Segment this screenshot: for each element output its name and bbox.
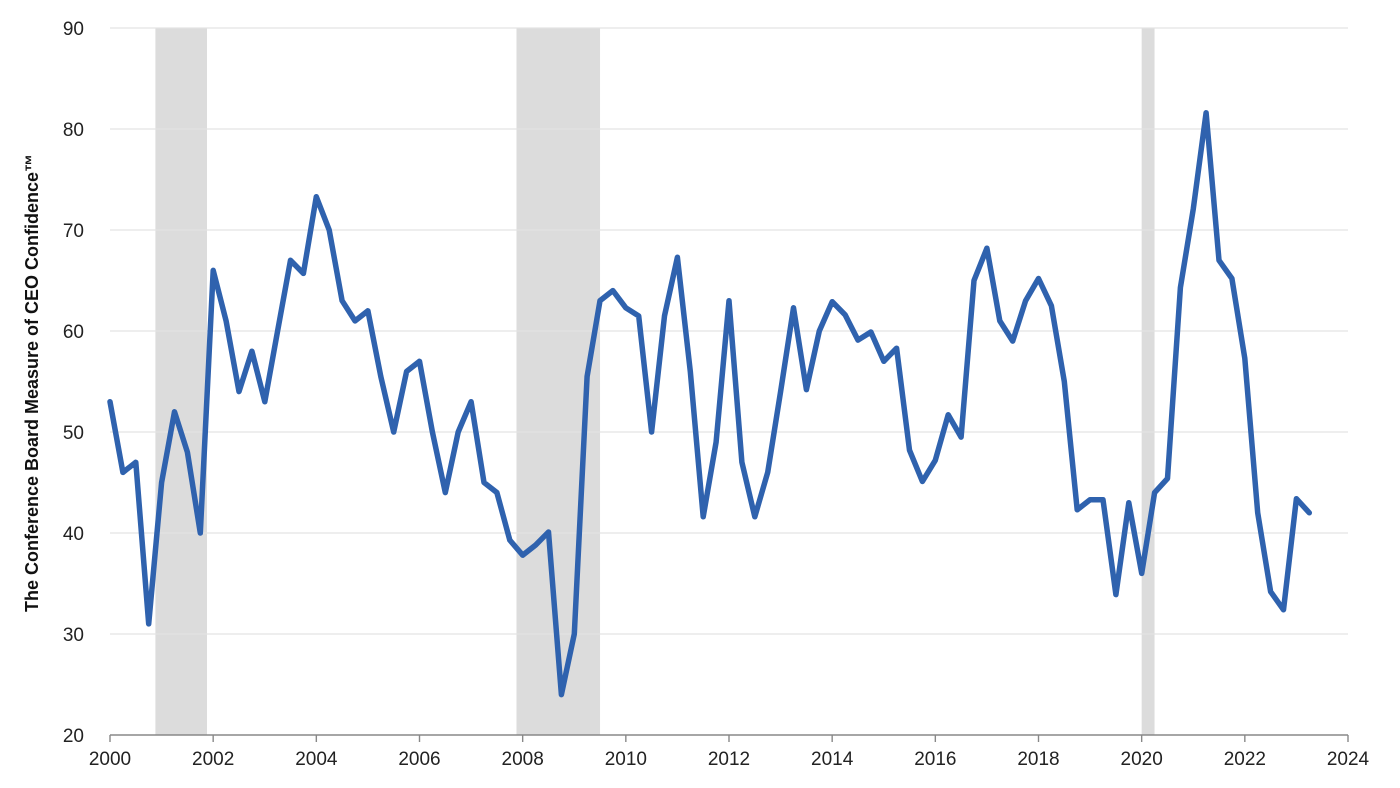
x-tick-label: 2004	[295, 749, 338, 770]
y-tick-label: 40	[63, 524, 84, 545]
series-layer	[107, 110, 1313, 698]
x-tick-label: 2024	[1327, 749, 1370, 770]
axes	[109, 734, 1349, 742]
recession-band	[1141, 28, 1155, 735]
x-tick-label: 2020	[1121, 749, 1163, 770]
y-tick-label: 30	[63, 625, 84, 646]
x-tick-label: 2022	[1224, 749, 1266, 770]
x-tick-label: 2002	[192, 749, 234, 770]
y-tick-label: 20	[63, 726, 84, 747]
y-tick-label: 60	[63, 322, 84, 343]
x-tick-label: 2012	[708, 749, 750, 770]
x-tick-label: 2014	[811, 749, 854, 770]
y-tick-label: 50	[63, 423, 84, 444]
x-tick-label: 2018	[1017, 749, 1059, 770]
tick-labels: 20 30 40 50 60 70 80 90 2000 2002 2004 2006 2008 2010…	[63, 19, 1370, 770]
x-tick-label: 2008	[502, 749, 544, 770]
y-axis-title: The Conference Board Measure of CEO Conf…	[22, 154, 42, 612]
ceo-confidence-series-line	[107, 110, 1313, 698]
x-tick-label: 2010	[605, 749, 647, 770]
y-tick-label: 70	[63, 221, 84, 242]
x-tick-label: 2006	[398, 749, 440, 770]
y-tick-label: 80	[63, 120, 84, 141]
y-tick-label: 90	[63, 19, 84, 40]
x-tick-label: 2016	[914, 749, 956, 770]
recession-band	[155, 28, 207, 735]
x-tick-label: 2000	[89, 749, 131, 770]
